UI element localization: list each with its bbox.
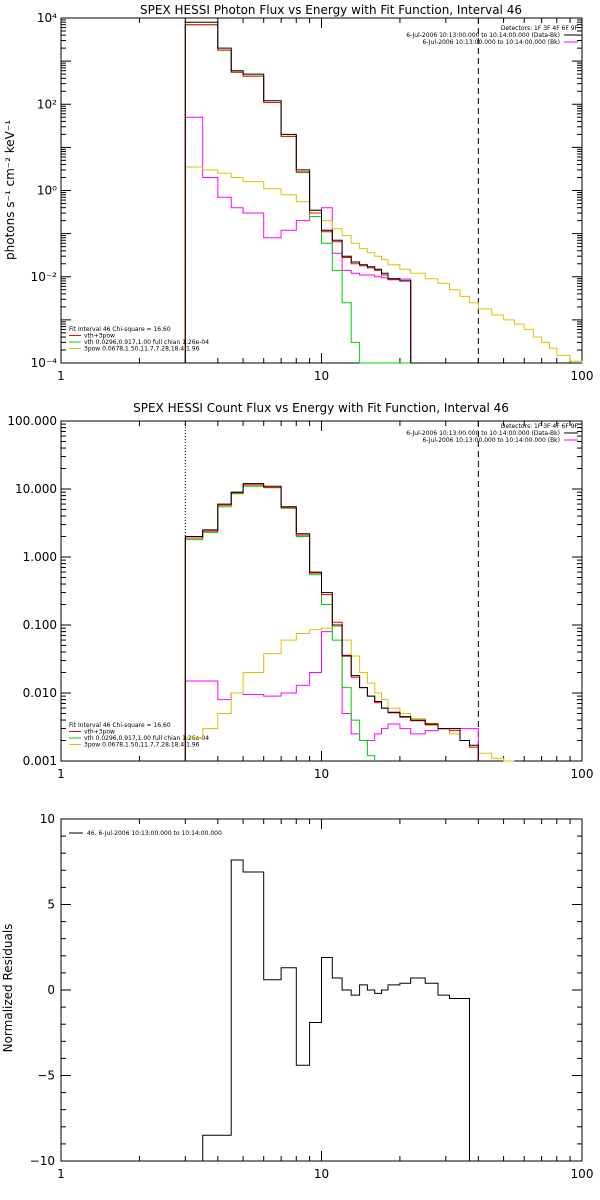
residuals-panel: Normalized Residuals 46. 6-Jul-2006 10:1… (1, 812, 593, 1181)
x-tick-label: 100 (571, 1167, 594, 1181)
y-tick-label: 100.000 (7, 414, 57, 428)
x-tick-label: 1 (57, 767, 65, 781)
residuals-ylabel: Normalized Residuals (1, 924, 15, 1053)
count-flux-detectors: Detectors: 1F 3F 4F 6F 9F (501, 423, 579, 430)
residuals-plot-area: 1 10 100 −10 −5 0 5 10 (30, 812, 594, 1181)
count-flux-plot-area: 1 10 100 0.001 0.010 0.100 1.000 10.000 100.000 (7, 414, 593, 781)
x-tick-label: 100 (571, 369, 594, 383)
y-tick-label: −10 (30, 1154, 55, 1168)
x-tick-label: 100 (571, 767, 594, 781)
photon-flux-legend: 6-Jul-2006 10:13:00.000 to 10:14:00.000 … (406, 32, 578, 46)
y-tick-label: 1.000 (23, 550, 57, 564)
series-data (184, 483, 479, 761)
x-tick-label: 1 (57, 369, 65, 383)
y-tick-label: 10⁴ (37, 11, 57, 25)
series-vth (184, 485, 376, 761)
count-flux-title: SPEX HESSI Count Flux vs Energy with Fit… (133, 401, 509, 415)
series-data (184, 21, 412, 363)
x-tick-label: 10 (314, 767, 329, 781)
legend-entry: 6-Jul-2006 10:13:00.000 to 10:14:00.000 … (406, 32, 560, 39)
x-tick-label: 1 (57, 1167, 65, 1181)
legend-entry: 6-Jul-2006 10:13:00.000 to 10:14:00.000 … (406, 430, 560, 437)
photon-flux-panel: SPEX HESSI Photon Flux vs Energy with Fi… (3, 3, 593, 383)
y-tick-label: 5 (47, 898, 55, 912)
series-model (184, 24, 412, 363)
y-tick-label: 0 (47, 983, 55, 997)
y-tick-label: 10 (40, 812, 55, 826)
fit-text-line: vth 0.0296,0.917,1.00 full chian 1.26e-0… (84, 735, 209, 742)
fit-text-line: 3pow 0.0678,1.50,11.7,7.28,18.4,1.96 (84, 346, 200, 353)
fit-text-line: vth+3pow (84, 729, 115, 736)
fit-text-line: vth+3pow (84, 333, 115, 340)
series-background (184, 624, 479, 761)
series-3pow (184, 166, 583, 363)
legend-entry: 6-Jul-2006 10:13:00.000 to 10:14:00.000 … (422, 39, 560, 46)
count-flux-fit-text: Fit Interval 46 Chi-square = 16.60vth+3p… (69, 722, 209, 749)
photon-flux-ylabel: photons s⁻¹ cm⁻² keV⁻¹ (3, 120, 17, 260)
x-tick-label: 10 (314, 369, 329, 383)
series-residuals (185, 859, 479, 1162)
y-tick-label: 0.010 (23, 686, 57, 700)
fit-text-line: Fit Interval 46 Chi-square = 16.60 (69, 326, 171, 333)
photon-flux-detectors: Detectors: 1F 3F 4F 6F 9F (501, 25, 579, 32)
y-tick-label: 10⁻⁴ (31, 356, 58, 370)
fit-text-line: 3pow 0.0678,1.50,11.7,7.28,18.4,1.96 (84, 742, 200, 749)
photon-flux-title: SPEX HESSI Photon Flux vs Energy with Fi… (140, 3, 522, 17)
series-background (184, 116, 412, 363)
axes-frame (60, 17, 583, 364)
series-vth (184, 24, 411, 364)
count-flux-legend: 6-Jul-2006 10:13:00.000 to 10:14:00.000 … (406, 430, 578, 444)
fit-text-line: vth 0.0296,0.917,1.00 full chian 1.26e-0… (84, 339, 209, 346)
photon-flux-fit-text: Fit Interval 46 Chi-square = 16.60vth+3p… (69, 326, 209, 353)
y-tick-label: 10⁻² (31, 270, 58, 284)
x-tick-label: 10 (314, 1167, 329, 1181)
legend-entry: 46. 6-Jul-2006 10:13:00.000 to 10:14:00.… (87, 830, 222, 837)
y-tick-label: −5 (37, 1069, 55, 1083)
photon-flux-plot-area: 1 10 100 10⁻⁴ 10⁻² 10⁰ 10² 10⁴ (31, 11, 594, 383)
legend-entry: 6-Jul-2006 10:13:00.000 to 10:14:00.000 … (422, 437, 560, 444)
y-tick-label: 0.001 (23, 754, 57, 768)
y-tick-label: 10.000 (15, 482, 57, 496)
residuals-legend: 46. 6-Jul-2006 10:13:00.000 to 10:14:00.… (69, 830, 222, 837)
y-tick-label: 10⁰ (37, 184, 57, 198)
count-flux-panel: SPEX HESSI Count Flux vs Energy with Fit… (7, 401, 593, 781)
y-tick-label: 0.100 (23, 618, 57, 632)
y-tick-label: 10² (37, 97, 57, 111)
fit-text-line: Fit Interval 46 Chi-square = 16.60 (69, 722, 171, 729)
